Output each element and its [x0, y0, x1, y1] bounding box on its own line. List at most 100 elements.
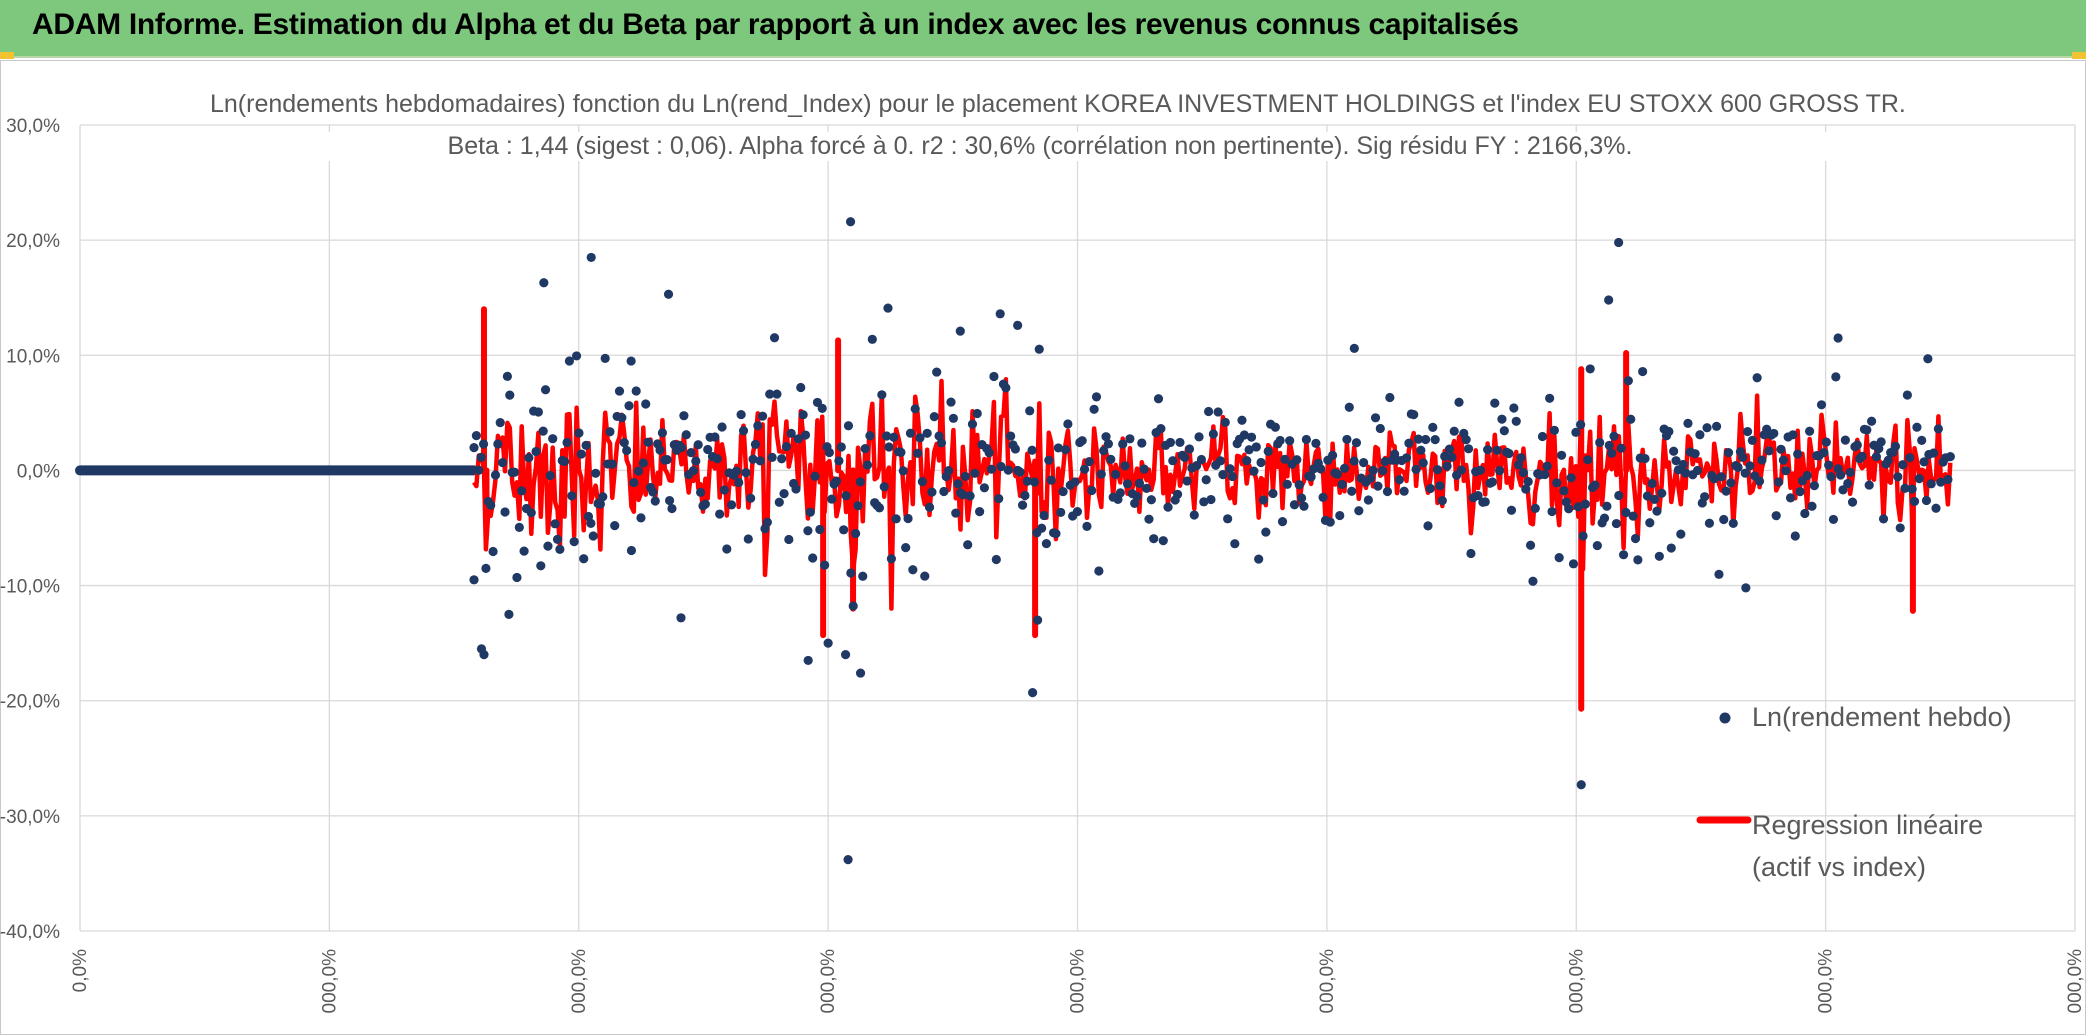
data-point	[1800, 508, 1810, 519]
data-point	[648, 487, 658, 497]
data-point	[1754, 476, 1765, 486]
data-point	[1409, 410, 1419, 420]
data-point	[591, 468, 601, 478]
data-point	[860, 444, 870, 454]
data-point	[712, 454, 722, 464]
data-point	[1418, 458, 1428, 468]
data-point	[834, 456, 844, 466]
data-point-outlier	[676, 613, 686, 623]
data-point	[951, 508, 961, 518]
data-point	[762, 517, 772, 527]
data-point	[1692, 465, 1703, 476]
data-point	[901, 543, 911, 553]
data-point	[805, 507, 815, 517]
data-point	[1506, 505, 1517, 515]
data-point	[1158, 536, 1168, 546]
data-point	[1723, 447, 1734, 458]
data-point	[1118, 439, 1128, 449]
data-point	[1096, 469, 1106, 479]
data-point	[1201, 475, 1211, 485]
data-point-outlier	[1741, 583, 1751, 593]
x-tick-label: 000,0%	[818, 949, 839, 1014]
data-point	[796, 382, 806, 393]
y-tick-label: -10,0%	[0, 577, 60, 598]
data-point	[1742, 426, 1753, 437]
data-point	[1175, 437, 1185, 448]
data-point	[774, 497, 784, 507]
data-point-outlier	[883, 303, 893, 313]
data-point	[605, 427, 615, 437]
data-point	[1492, 445, 1502, 455]
data-point	[1747, 435, 1757, 445]
data-point	[1261, 527, 1271, 537]
data-point	[846, 568, 856, 578]
data-point	[731, 466, 741, 476]
data-point	[879, 482, 889, 492]
data-point	[1709, 474, 1719, 484]
data-point	[1583, 455, 1593, 465]
x-tick-label: 000,0%	[319, 949, 340, 1014]
data-point	[1585, 364, 1595, 374]
data-point	[583, 511, 594, 522]
data-point-outlier	[840, 650, 851, 660]
data-point	[610, 521, 620, 531]
data-point	[1504, 448, 1514, 459]
data-point	[560, 456, 570, 467]
data-point	[1039, 510, 1049, 521]
regression-line-layer	[472, 306, 1953, 712]
data-point	[536, 561, 546, 571]
data-point	[781, 441, 792, 452]
data-point	[874, 503, 885, 513]
data-point	[1203, 406, 1214, 417]
data-point	[1473, 490, 1483, 501]
data-point	[1528, 576, 1538, 586]
data-point	[562, 437, 572, 448]
data-point	[1678, 459, 1688, 470]
data-point	[1602, 501, 1612, 511]
data-point-outlier	[586, 252, 596, 263]
data-point	[1137, 438, 1147, 448]
data-point	[1497, 414, 1507, 424]
data-point	[896, 447, 906, 457]
data-point	[1411, 464, 1421, 474]
y-tick-label: -30,0%	[0, 807, 60, 828]
data-point	[1277, 517, 1288, 527]
data-point	[862, 460, 873, 470]
data-point	[1726, 478, 1736, 488]
data-point	[946, 397, 956, 407]
data-point	[800, 430, 811, 440]
data-point	[1339, 463, 1350, 473]
data-point	[1146, 495, 1156, 505]
data-point	[1745, 461, 1755, 471]
data-point	[1366, 473, 1376, 483]
data-point	[765, 389, 775, 399]
legend-markers	[1696, 712, 1752, 824]
data-point	[858, 571, 868, 581]
data-point	[936, 438, 947, 448]
data-point	[1413, 434, 1424, 444]
legend-scatter-label: Ln(rendement hebdo)	[1752, 702, 2012, 732]
data-point	[743, 534, 753, 544]
x-tick-labels: 0,0% 000,0% 000,0% 000,0% 000,0% 000,0% 000,0%…	[70, 949, 2086, 1014]
data-point	[631, 386, 641, 396]
data-point	[571, 351, 582, 361]
data-point	[1423, 521, 1433, 531]
data-point	[1099, 446, 1109, 456]
data-point	[1499, 426, 1509, 436]
data-point	[1824, 460, 1834, 470]
data-point	[1809, 481, 1819, 491]
data-point	[1082, 521, 1092, 531]
data-point	[1306, 472, 1316, 482]
data-point	[726, 500, 737, 510]
data-point	[1929, 448, 1939, 458]
data-point	[624, 401, 634, 411]
data-point	[1828, 514, 1839, 525]
data-point	[1163, 502, 1173, 512]
data-point	[1862, 425, 1872, 435]
data-point	[1242, 456, 1252, 466]
data-point	[777, 454, 787, 464]
data-point	[1115, 488, 1125, 498]
data-point	[1328, 450, 1338, 460]
data-point-outlier	[626, 356, 636, 366]
data-point	[1621, 507, 1631, 518]
